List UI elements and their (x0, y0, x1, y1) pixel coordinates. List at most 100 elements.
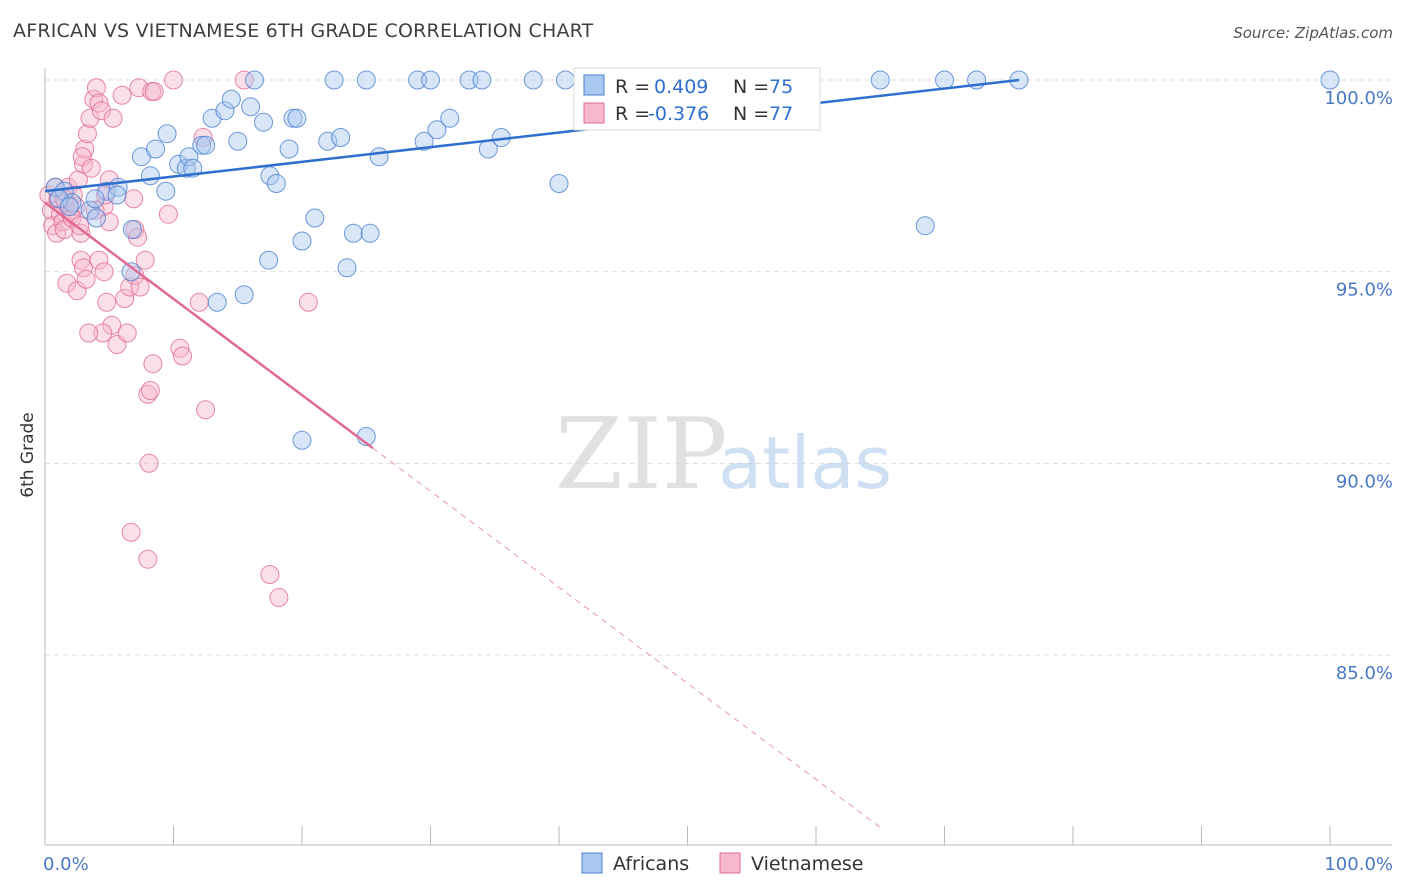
africans-point-36 (408, 70, 428, 90)
legend-n-value-africans: 75 (769, 76, 793, 98)
africans-point-27 (266, 174, 286, 193)
africans-point-2 (62, 193, 82, 213)
correlation-legend: R = 0.409 N = 75 R = -0.376 N = 77 (573, 67, 821, 131)
vietnamese-point-21 (89, 93, 109, 113)
vietnamese-point-64 (260, 565, 280, 584)
x-tick-label-0: 0.0% (43, 854, 89, 875)
vietnamese-point-72 (62, 208, 82, 228)
vietnamese-point-31 (144, 82, 164, 101)
bottom-legend-label-vietnamese: Vietnamese (751, 853, 863, 875)
africans-point-29 (283, 108, 303, 128)
africans-point-39 (427, 120, 447, 140)
vietnamese-point-66 (298, 292, 318, 312)
africans-point-46 (549, 174, 569, 193)
vietnamese-point-52 (135, 250, 155, 270)
vietnamese-point-16 (75, 139, 95, 159)
africans-point-73 (292, 430, 312, 450)
africans-point-35 (369, 147, 389, 167)
vietnamese-point-62 (121, 522, 141, 542)
vietnamese-point-33 (234, 70, 254, 90)
africans-point-4 (97, 181, 117, 201)
africans-point-22 (228, 131, 248, 151)
africans-point-3 (80, 200, 100, 220)
vietnamese-point-32 (164, 70, 183, 90)
africans-point-26 (260, 166, 280, 186)
africans-point-15 (179, 147, 199, 167)
africans-point-9 (140, 166, 160, 186)
vietnamese-point-53 (79, 323, 99, 343)
africans-point-67 (343, 223, 363, 243)
africans-point-45 (523, 70, 543, 90)
legend-r-label-vietnamese: R = (615, 103, 650, 125)
africans-point-66 (337, 258, 357, 278)
vietnamese-point-44 (97, 292, 117, 312)
africans-point-18 (196, 135, 216, 155)
vietnamese-point-65 (269, 588, 289, 607)
africans-point-12 (157, 124, 177, 144)
africans-point-72 (59, 197, 79, 216)
africans-point-38 (421, 70, 440, 90)
africans-point-61 (207, 292, 227, 312)
trend-lines (44, 78, 1020, 828)
vietnamese-point-34 (193, 128, 213, 147)
vietnamese-point-63 (138, 549, 158, 569)
vietnamese-point-60 (196, 400, 216, 420)
y-tick-label-1: 95.0% (1336, 280, 1393, 301)
vietnamese-point-20 (86, 78, 106, 98)
africans-point-24 (245, 70, 264, 90)
africans-point-68 (360, 223, 380, 243)
vietnamese-point-19 (84, 89, 104, 109)
africans-point-62 (234, 285, 254, 305)
africans-point-10 (146, 139, 165, 159)
africans-point-28 (279, 139, 299, 159)
africans-point-23 (241, 97, 261, 117)
series-legend: Africans Vietnamese (581, 852, 863, 875)
vietnamese-trend-line (44, 201, 374, 450)
vietnamese-point-46 (93, 323, 113, 343)
vietnamese-point-76 (70, 216, 90, 236)
vietnamese-point-67 (189, 292, 209, 312)
africans-point-64 (292, 231, 312, 251)
y-axis-title: 6th Grade (18, 412, 38, 498)
africans-point-63 (259, 250, 279, 270)
africans-point-55 (935, 70, 954, 90)
africans-point-65 (305, 208, 325, 228)
vietnamese-point-35 (158, 204, 178, 224)
legend-n-value-vietnamese: 77 (769, 103, 793, 125)
vietnamese-point-22 (92, 101, 111, 121)
africans-point-40 (440, 108, 460, 128)
africans-point-58 (1320, 70, 1340, 90)
africans-point-30 (287, 108, 307, 128)
vietnamese-point-14 (71, 223, 91, 243)
legend-swatch-africans (583, 74, 605, 96)
africans-point-32 (324, 70, 344, 90)
legend-r-value-africans: 0.409 (654, 76, 708, 98)
gridlines (45, 79, 1392, 656)
axes (44, 68, 1392, 846)
chart-source: Source: ZipAtlas.com (1233, 24, 1393, 42)
vietnamese-point-59 (140, 381, 160, 400)
vietnamese-point-17 (77, 124, 97, 144)
vietnamese-point-68 (99, 212, 119, 232)
vietnamese-point-41 (76, 269, 96, 289)
africans-points (45, 70, 1340, 450)
watermark-zip: ZIP (555, 398, 728, 512)
vietnamese-points (39, 70, 318, 607)
vietnamese-point-69 (85, 200, 105, 220)
y-tick-label-3: 85.0% (1336, 663, 1393, 684)
vietnamese-point-26 (103, 108, 123, 128)
vietnamese-point-13 (68, 170, 88, 190)
y-tick-label-2: 90.0% (1336, 471, 1393, 492)
bottom-legend-label-africans: Africans (613, 853, 689, 875)
vietnamese-point-29 (129, 78, 149, 98)
africans-point-59 (915, 216, 935, 236)
africans-point-33 (331, 128, 351, 147)
africans-point-20 (215, 101, 235, 121)
vietnamese-point-48 (115, 289, 135, 308)
africans-point-54 (870, 70, 890, 90)
chart-title: AFRICAN VS VIETNAMESE 6TH GRADE CORRELAT… (13, 20, 594, 42)
y-tick-label-0: 100.0% (1324, 88, 1393, 109)
correlation-legend-frame (573, 67, 821, 131)
africans-point-11 (156, 181, 176, 201)
africans-point-70 (122, 220, 142, 239)
